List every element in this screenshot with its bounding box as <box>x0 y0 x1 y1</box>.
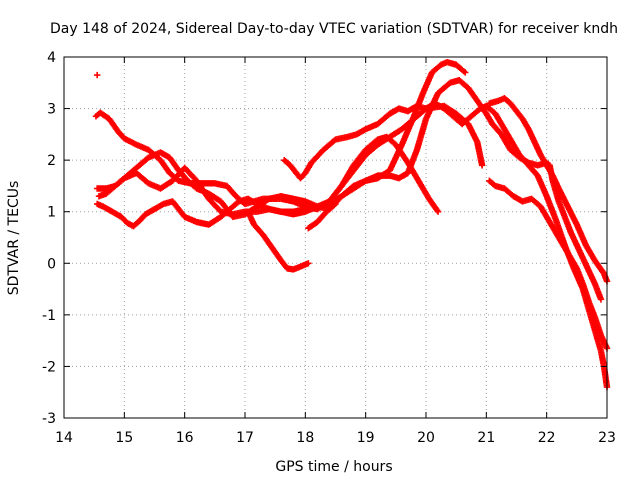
x-tick-label: 20 <box>417 430 435 446</box>
data-point <box>462 69 469 76</box>
x-tick-label: 16 <box>176 430 194 446</box>
x-tick-label: 15 <box>115 430 133 446</box>
data-point <box>434 208 442 215</box>
x-tick-label: 22 <box>538 430 556 446</box>
x-tick-label: 17 <box>236 430 254 446</box>
series-track-7 <box>305 200 339 232</box>
data-point <box>305 260 312 267</box>
y-axis-label: SDTVAR / TECUs <box>6 181 22 296</box>
y-tick-label: -1 <box>42 308 56 324</box>
x-axis-label: GPS time / hours <box>275 459 392 475</box>
y-tick-label: 1 <box>47 205 56 221</box>
x-tick-label: 19 <box>357 430 375 446</box>
data-point <box>331 201 338 209</box>
series-track-8 <box>486 177 611 352</box>
x-tick-label: 21 <box>477 430 495 446</box>
y-tick-label: 0 <box>47 256 56 272</box>
x-tick-label: 14 <box>55 430 73 446</box>
data-point <box>478 162 486 169</box>
data-point <box>433 207 441 214</box>
chart-title: Day 148 of 2024, Sidereal Day-to-day VTE… <box>50 21 618 37</box>
y-tick-label: -3 <box>42 411 56 427</box>
y-tick-label: -2 <box>42 359 56 375</box>
data-point <box>332 200 339 208</box>
plot-frame <box>63 56 608 419</box>
data-point <box>597 296 605 303</box>
series-track-9 <box>486 95 611 285</box>
y-tick-label: 2 <box>47 153 56 169</box>
series-track-6 <box>244 208 312 273</box>
y-tick-label: 4 <box>47 50 56 66</box>
x-tick-label: 23 <box>598 430 616 446</box>
series-track-5 <box>281 100 611 391</box>
data-series <box>92 58 611 391</box>
x-tick-label: 18 <box>296 430 314 446</box>
y-tick-label: 3 <box>47 102 56 118</box>
data-point <box>93 71 101 79</box>
series-isolated <box>93 71 101 79</box>
